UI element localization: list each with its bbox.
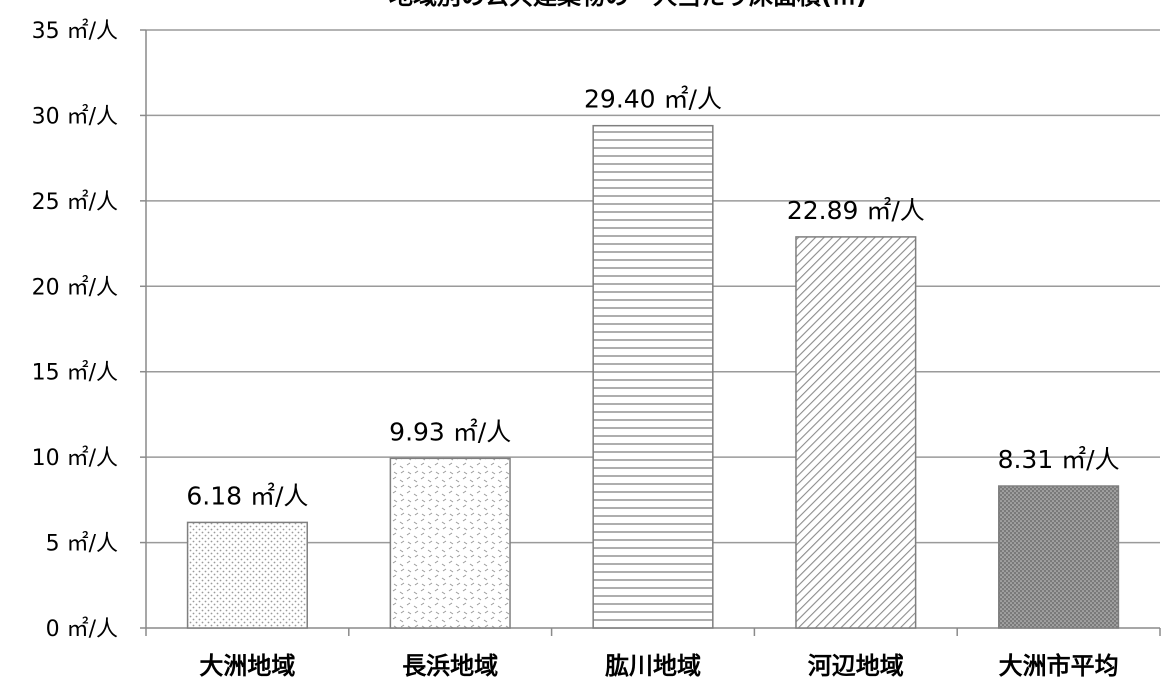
data-label: 6.18 ㎡/人 — [186, 481, 308, 510]
category-label: 長浜地域 — [402, 652, 498, 679]
bar — [998, 485, 1120, 629]
y-tick-label: 35 ㎡/人 — [32, 18, 118, 44]
bar — [186, 521, 308, 629]
bar — [795, 236, 917, 629]
bars — [186, 124, 1120, 629]
category-labels: 大洲地域 長浜地域 肱川地域 河辺地域 大洲市平均 — [199, 652, 1119, 680]
category-label: 大洲市平均 — [999, 652, 1119, 679]
axes: 0 ㎡/人 5 ㎡/人 10 ㎡/人 15 ㎡/人 20 ㎡/人 25 ㎡/人 30 ㎡/人… — [32, 18, 1161, 642]
y-tick-label: 20 ㎡/人 — [32, 274, 118, 300]
data-label: 8.31 ㎡/人 — [998, 445, 1120, 474]
data-label: 9.93 ㎡/人 — [389, 417, 511, 446]
data-label: 22.89 ㎡/人 — [787, 196, 925, 225]
chart-title: 地域別の公共建築物の一人当たり床面積(㎡) — [389, 0, 867, 10]
y-tick-label: 5 ㎡/人 — [46, 531, 118, 557]
data-label: 29.40 ㎡/人 — [584, 85, 722, 114]
y-tick-label: 15 ㎡/人 — [32, 360, 118, 386]
category-label: 河辺地域 — [808, 652, 904, 679]
y-tick-label: 0 ㎡/人 — [46, 616, 118, 642]
bar — [592, 124, 714, 629]
data-labels: 6.18 ㎡/人 9.93 ㎡/人 29.40 ㎡/人 22.89 ㎡/人 8.31 ㎡… — [186, 85, 1119, 511]
category-label: 大洲地域 — [199, 652, 295, 679]
y-tick-label: 30 ㎡/人 — [32, 103, 118, 129]
bar — [389, 457, 511, 629]
category-label: 肱川地域 — [605, 652, 701, 679]
y-tick-label: 10 ㎡/人 — [32, 445, 118, 471]
y-tick-label: 25 ㎡/人 — [32, 189, 118, 215]
